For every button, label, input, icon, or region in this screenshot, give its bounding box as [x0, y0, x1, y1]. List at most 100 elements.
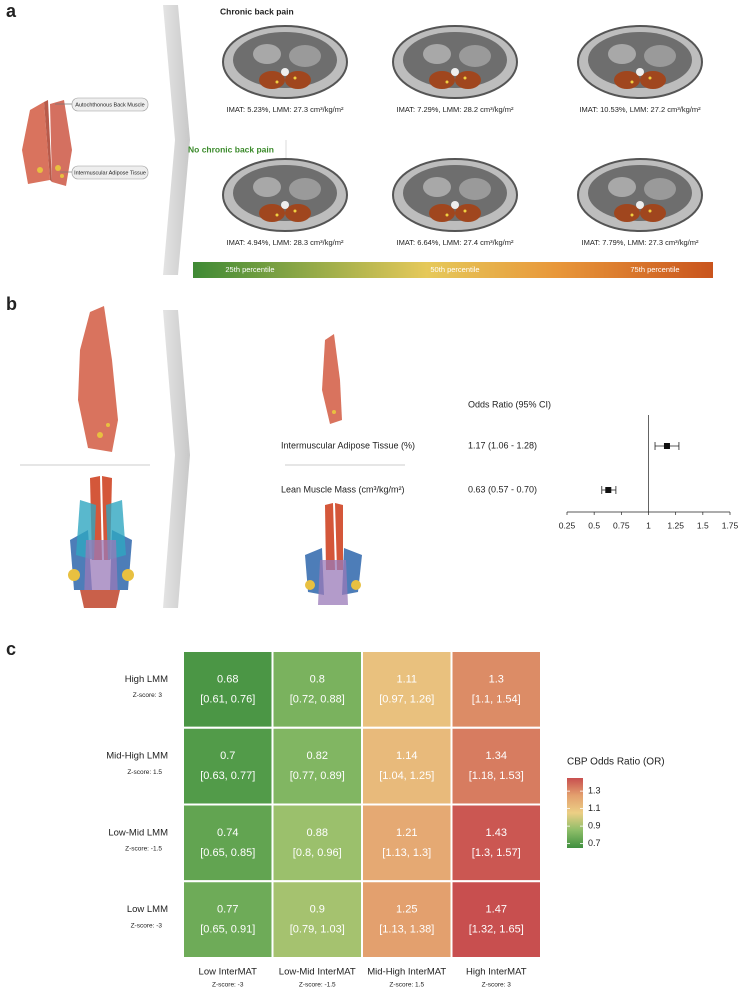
cell-value: 1.21	[396, 827, 417, 839]
percentile-label: 75th percentile	[630, 265, 679, 274]
cell-ci: [0.72, 0.88]	[290, 693, 345, 705]
cell-ci: [0.63, 0.77]	[200, 770, 255, 782]
scan-muscle	[429, 71, 455, 89]
scan-caption: IMAT: 6.64%, LMM: 27.4 cm³/kg/m²	[397, 238, 514, 247]
muscle-group-render	[68, 476, 134, 608]
cell-ci: [1.13, 1.3]	[382, 847, 431, 859]
colorbar	[567, 778, 583, 848]
legend-tick-label: 0.7	[588, 838, 601, 848]
cell-value: 1.47	[486, 904, 507, 916]
legend-tick-label: 0.9	[588, 821, 601, 831]
cell-ci: [0.77, 0.89]	[290, 770, 345, 782]
cell-value: 0.7	[220, 750, 235, 762]
heat-cell	[450, 726, 542, 806]
percentile-bar	[193, 262, 713, 278]
group-title: Chronic back pain	[220, 6, 294, 16]
scan-inner	[233, 165, 337, 221]
scan-fat	[630, 213, 634, 217]
row-label: Mid-High LMM	[106, 751, 168, 762]
cell-value: 0.82	[307, 750, 328, 762]
cell-ci: [0.65, 0.91]	[200, 924, 255, 936]
column-label: High InterMAT	[466, 967, 527, 978]
cell-ci: [0.65, 0.85]	[200, 847, 255, 859]
scan-muscle	[259, 204, 285, 222]
heat-cell	[361, 803, 453, 883]
scan-organ	[608, 44, 636, 64]
column-zscore: Z-score: 3	[482, 982, 512, 989]
heat-cell	[182, 803, 274, 883]
cell-ci: [0.8, 0.96]	[293, 847, 342, 859]
scan-organ	[289, 178, 321, 200]
muscle-render	[78, 306, 118, 452]
scan-organ	[608, 177, 636, 197]
cell-ci: [1.13, 1.38]	[379, 924, 434, 936]
scan-organ	[459, 45, 491, 67]
scan-organ	[644, 178, 676, 200]
x-tick-label: 0.75	[613, 520, 630, 530]
callout-label: Autochthonous Back Muscle	[75, 102, 144, 108]
scan-organ	[423, 177, 451, 197]
cell-value: 1.34	[486, 750, 507, 762]
scan-caption: IMAT: 4.94%, LMM: 28.3 cm³/kg/m²	[227, 238, 344, 247]
cell-value: 0.8	[310, 673, 325, 685]
legend-tick-label: 1.1	[588, 803, 601, 813]
scan-spine	[636, 68, 644, 76]
x-tick-label: 1.75	[722, 520, 739, 530]
cell-ci: [1.32, 1.65]	[469, 924, 524, 936]
scan-fat	[445, 213, 449, 217]
estimate-point	[663, 443, 670, 449]
row-label: Lean Muscle Mass (cm³/kg/m²)	[281, 484, 405, 494]
scan-fat	[463, 76, 467, 80]
scan-fat	[275, 213, 279, 217]
estimate-label: 1.17 (1.06 - 1.28)	[468, 440, 537, 450]
x-tick-label: 1.25	[667, 520, 684, 530]
column-zscore: Z-score: 1.5	[389, 982, 424, 989]
heatmap: 0.68 [0.61, 0.76] 0.8 [0.72, 0.88] 1.11 [0.97…	[106, 650, 542, 989]
x-tick-label: 1.5	[697, 520, 709, 530]
muscle-group-render	[305, 503, 362, 605]
scan-fat	[293, 76, 297, 80]
scan-spine	[451, 201, 459, 209]
scan-fat	[648, 76, 652, 80]
muscle-render	[322, 334, 342, 424]
cell-ci: [1.3, 1.57]	[472, 847, 521, 859]
legend: 1.3 1.1 0.9 0.7	[567, 778, 601, 848]
scan-caption: IMAT: 7.79%, LMM: 27.3 cm³/kg/m²	[582, 238, 699, 247]
scan-muscle	[285, 204, 311, 222]
heat-cell	[450, 650, 542, 729]
cell-value: 1.14	[396, 750, 417, 762]
muscle-illustration	[22, 100, 72, 186]
row-label: High LMM	[125, 674, 168, 685]
cell-ci: [0.97, 1.26]	[379, 693, 434, 705]
column-zscore: Z-score: -1.5	[299, 982, 336, 989]
cell-ci: [0.61, 0.76]	[200, 693, 255, 705]
scan-organ	[253, 44, 281, 64]
heat-cell	[182, 726, 274, 806]
scan-caption: IMAT: 7.29%, LMM: 28.2 cm³/kg/m²	[397, 105, 514, 114]
scan-fat	[445, 80, 449, 84]
panel-label: c	[6, 639, 16, 659]
heat-cell	[271, 726, 363, 806]
scan-muscle	[285, 71, 311, 89]
scan-spine	[281, 68, 289, 76]
legend-tick-label: 1.3	[588, 786, 601, 796]
callout-label: Intermuscular Adipose Tissue	[74, 170, 146, 176]
scan-muscle	[429, 204, 455, 222]
row-zscore: Z-score: -3	[131, 922, 163, 929]
group-title: No chronic back pain	[188, 144, 274, 154]
cell-ci: [0.79, 1.03]	[290, 924, 345, 936]
heat-cell	[182, 650, 274, 729]
scan-muscle	[259, 71, 285, 89]
panel-label: a	[6, 1, 17, 21]
chevron	[163, 5, 190, 275]
column-label: Low-Mid InterMAT	[279, 967, 356, 978]
scan-organ	[289, 45, 321, 67]
scan-muscle	[640, 204, 666, 222]
x-tick-label: 0.5	[588, 520, 600, 530]
scan-spine	[451, 68, 459, 76]
scan-muscle	[455, 71, 481, 89]
heat-cell	[271, 880, 363, 959]
scan-muscle	[614, 204, 640, 222]
heat-cell	[361, 650, 453, 729]
